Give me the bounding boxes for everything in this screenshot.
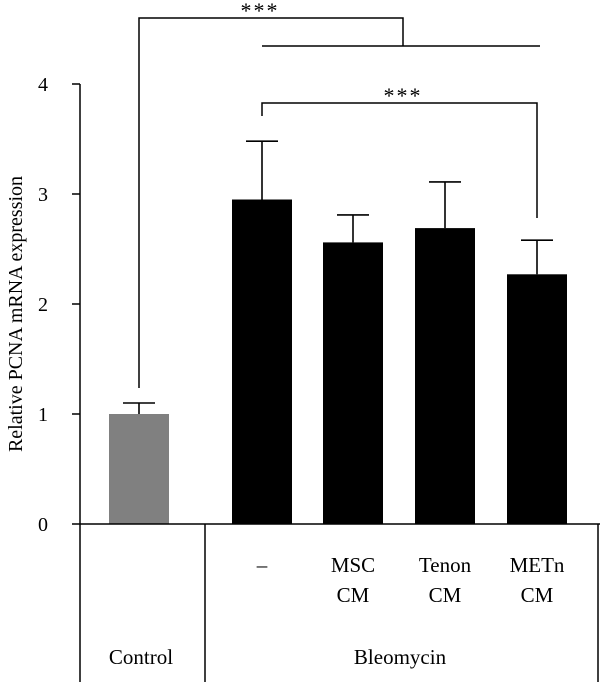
y-tick-label: 3	[38, 184, 48, 206]
category-label: CM	[429, 583, 462, 607]
bar	[323, 242, 383, 524]
y-tick-label: 1	[38, 404, 48, 426]
x-axis: – MSC CM Tenon CM METn CM Control Bleomycin	[79, 523, 600, 682]
significance-label: ***	[384, 83, 423, 108]
significance-brackets: *** ***	[138, 0, 540, 388]
bar	[507, 274, 567, 524]
category-label: Tenon	[419, 553, 472, 577]
y-axis: 0 1 2 3 4	[38, 74, 81, 536]
category-label: CM	[337, 583, 370, 607]
category-label: –	[256, 553, 268, 577]
significance-label: ***	[241, 0, 280, 23]
bar	[415, 228, 475, 524]
significance-bracket	[261, 102, 538, 218]
category-label: METn	[510, 553, 565, 577]
y-tick-label: 0	[38, 514, 48, 536]
group-label: Bleomycin	[354, 645, 447, 669]
bar	[232, 199, 292, 524]
y-axis-label: Relative PCNA mRNA expression	[5, 176, 27, 452]
group-label: Control	[109, 645, 173, 669]
y-tick-label: 4	[38, 74, 48, 96]
category-label: MSC	[331, 553, 375, 577]
y-tick-label: 2	[38, 294, 48, 316]
bars	[109, 140, 567, 524]
bar	[109, 414, 169, 524]
category-label: CM	[521, 583, 554, 607]
significance-bracket	[138, 17, 404, 388]
